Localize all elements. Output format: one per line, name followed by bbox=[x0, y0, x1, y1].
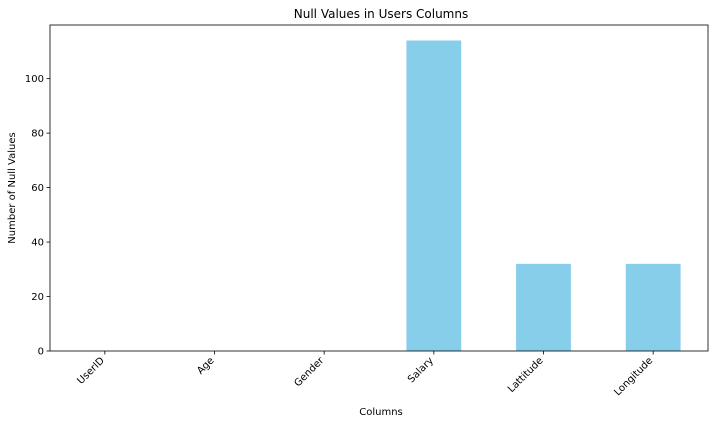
bar-longitude bbox=[625, 263, 681, 351]
bar-lattitude bbox=[516, 263, 571, 351]
y-tick-label: 0 bbox=[38, 347, 44, 358]
y-axis-label: Number of Null Values bbox=[7, 132, 18, 243]
y-tick-label: 100 bbox=[25, 74, 44, 85]
x-tick-label-salary: Salary bbox=[406, 355, 436, 385]
y-tick-label: 60 bbox=[31, 183, 44, 194]
chart-title: Null Values in Users Columns bbox=[294, 7, 468, 21]
x-tick-label-age: Age bbox=[195, 355, 216, 376]
x-axis-label: Columns bbox=[359, 407, 403, 418]
x-tick-label-userid: UserID bbox=[76, 355, 108, 387]
x-tick-label-lattitude: Lattitude bbox=[506, 355, 546, 395]
bar-salary bbox=[406, 40, 462, 352]
y-tick-label: 40 bbox=[31, 238, 44, 249]
x-tick-label-gender: Gender bbox=[292, 355, 326, 389]
y-tick-label: 80 bbox=[31, 129, 44, 140]
plot-area: 0 20 40 60 80 100 UserID Age Gender Salary Lattitu… bbox=[25, 24, 709, 398]
plot-frame bbox=[49, 24, 709, 352]
y-tick-label: 20 bbox=[31, 292, 44, 303]
x-tick-label-longitude: Longitude bbox=[612, 355, 655, 398]
